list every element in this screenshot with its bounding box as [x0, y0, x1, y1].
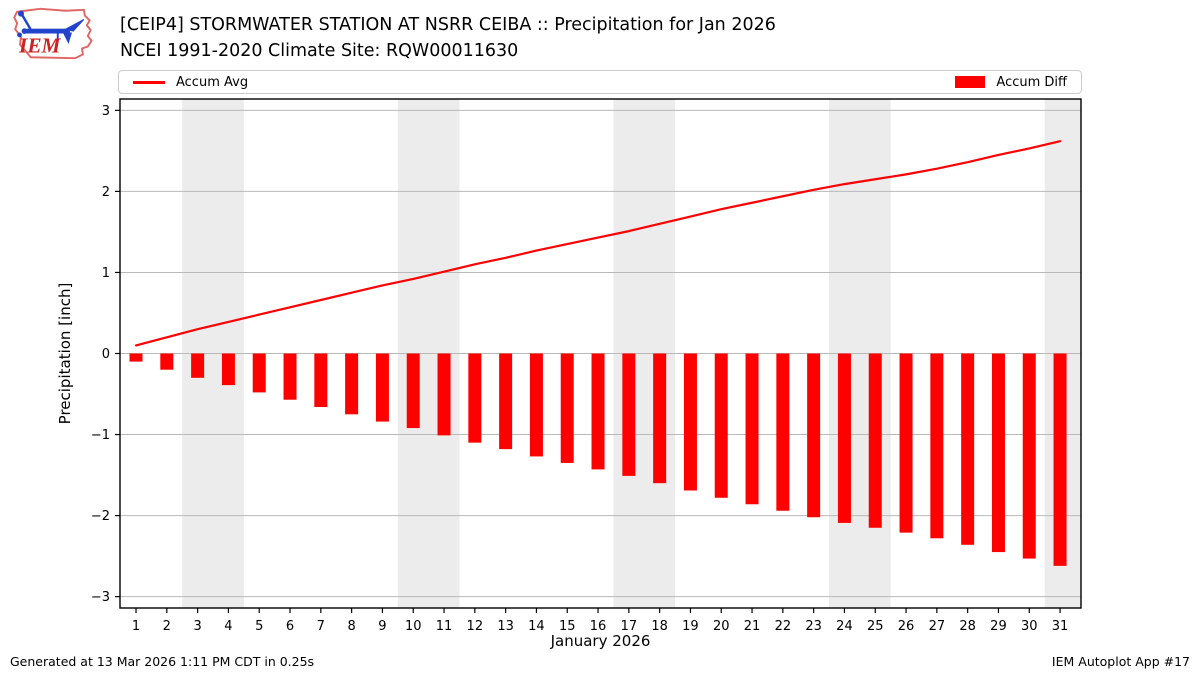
accum-diff-bar: [437, 353, 451, 436]
x-tick-label: 21: [744, 619, 761, 634]
legend-item-accum-avg: Accum Avg: [133, 75, 248, 90]
x-tick-label: 24: [836, 619, 853, 634]
x-tick-label: 6: [286, 619, 294, 634]
accum-diff-bar: [314, 353, 328, 407]
x-tick-label: 1: [132, 619, 140, 634]
x-tick-label: 10: [405, 619, 422, 634]
x-tick-label: 18: [651, 619, 668, 634]
x-tick-label: 27: [929, 619, 946, 634]
accum-diff-bar: [622, 353, 636, 476]
x-axis-label: January 2026: [550, 632, 651, 650]
x-tick-label: 8: [347, 619, 355, 634]
weathervane-icon: [17, 10, 85, 45]
accum-avg-line: [134, 140, 1062, 347]
accum-diff-bar: [499, 353, 513, 450]
accum-diff-bar: [468, 353, 482, 443]
y-tick-label: −3: [91, 590, 110, 605]
x-tick-label: 28: [959, 619, 976, 634]
x-tick-label: 29: [990, 619, 1007, 634]
y-tick-label: 2: [102, 185, 110, 200]
plot-border: [119, 98, 1082, 609]
accum-diff-bar: [776, 353, 790, 511]
x-tick-label: 14: [528, 619, 545, 634]
y-tick-label: −2: [91, 509, 110, 524]
x-tick-label: 12: [467, 619, 484, 634]
accum-diff-bar: [837, 353, 851, 523]
accum-diff-bar: [345, 353, 359, 415]
accum-diff-bar: [991, 353, 1005, 553]
x-tick-label: 19: [682, 619, 699, 634]
x-tick-label: 3: [193, 619, 201, 634]
x-tick-label: 23: [805, 619, 822, 634]
accum-diff-bar: [899, 353, 913, 533]
x-tick-label: 15: [559, 619, 576, 634]
accum-diff-bar: [745, 353, 759, 505]
accum-diff-bar: [191, 353, 205, 378]
y-axis-label: Precipitation [inch]: [56, 283, 74, 425]
accum-avg-line-swatch: [133, 80, 165, 84]
accum-diff-bar: [683, 353, 697, 491]
accum-diff-bar: [1022, 353, 1036, 559]
x-tick-label: 30: [1021, 619, 1038, 634]
chart-title: [CEIP4] STORMWATER STATION AT NSRR CEIBA…: [120, 15, 776, 35]
legend: Accum Avg Accum Diff: [118, 70, 1082, 94]
x-tick-label: 5: [255, 619, 263, 634]
x-tick-label: 9: [378, 619, 386, 634]
x-tick-label: 20: [713, 619, 730, 634]
chart-subtitle: NCEI 1991-2020 Climate Site: RQW00011630: [120, 41, 519, 61]
x-tick-label: 2: [163, 619, 171, 634]
accum-diff-bar: [714, 353, 728, 498]
x-tick-label: 31: [1052, 619, 1069, 634]
accum-diff-bar: [221, 353, 235, 386]
iem-logo-text: IEM: [18, 33, 61, 57]
legend-item-accum-diff: Accum Diff: [955, 75, 1067, 90]
accum-diff-bar: [961, 353, 975, 545]
accum-diff-bar: [560, 353, 574, 463]
accum-diff-bar: [591, 353, 605, 470]
x-tick-label: 4: [224, 619, 232, 634]
x-tick-label: 11: [436, 619, 453, 634]
accum-diff-bar: [529, 353, 543, 457]
accum-diff-bar: [868, 353, 882, 528]
accum-diff-bar: [807, 353, 821, 518]
accum-diff-bar: [1053, 353, 1067, 566]
x-tick-label: 17: [621, 619, 638, 634]
accum-diff-bar: [160, 353, 174, 370]
x-tick-label: 16: [590, 619, 607, 634]
accum-diff-bar-swatch: [955, 76, 986, 88]
x-tick-label: 22: [775, 619, 792, 634]
title-block: [CEIP4] STORMWATER STATION AT NSRR CEIBA…: [120, 12, 776, 64]
accum-diff-bar: [930, 353, 944, 539]
accum-diff-bar: [375, 353, 389, 422]
app-credit: IEM Autoplot App #17: [1051, 654, 1190, 669]
accum-diff-bar: [406, 353, 420, 429]
x-tick-label: 26: [898, 619, 915, 634]
x-tick-label: 25: [867, 619, 884, 634]
iem-logo: IEM: [13, 7, 93, 60]
accum-diff-bar: [252, 353, 266, 393]
accum-diff-bar: [129, 353, 143, 362]
accum-diff-bar: [283, 353, 297, 400]
y-tick-label: 3: [102, 104, 110, 119]
generated-timestamp: Generated at 13 Mar 2026 1:11 PM CDT in …: [10, 654, 315, 669]
y-tick-label: 0: [102, 347, 110, 362]
legend-label-accum-diff: Accum Diff: [996, 74, 1067, 90]
y-tick-label: 1: [102, 266, 110, 281]
y-tick-label: −1: [91, 428, 110, 443]
x-tick-label: 13: [497, 619, 514, 634]
x-tick-label: 7: [317, 619, 325, 634]
legend-label-accum-avg: Accum Avg: [176, 74, 249, 90]
accum-diff-bar: [653, 353, 667, 484]
